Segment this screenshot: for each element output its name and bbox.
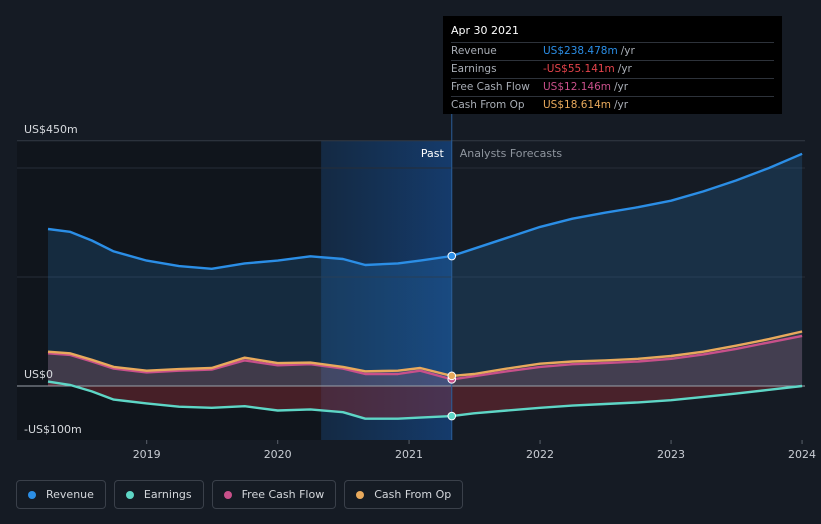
x-tick-label: 2024 [788, 448, 816, 461]
tooltip-label: Cash From Op [451, 99, 525, 111]
legend-item-cash-from-op[interactable]: Cash From Op [344, 480, 464, 509]
data-tooltip: Apr 30 2021 Revenue US$238.478m /yr Earn… [443, 16, 782, 114]
y-tick-label: -US$100m [24, 423, 82, 436]
past-label: Past [421, 147, 445, 160]
legend-dot-icon [223, 490, 232, 499]
tooltip-row-earnings: Earnings -US$55.141m /yr [451, 60, 774, 78]
tooltip-label: Free Cash Flow [451, 81, 530, 93]
earnings-point [447, 411, 457, 421]
legend-dot-icon [28, 490, 36, 499]
tooltip-row-revenue: Revenue US$238.478m /yr [451, 42, 774, 60]
x-tick-label: 2019 [133, 448, 161, 461]
cash-from-op-line [47, 330, 803, 378]
legend-dot-icon [125, 490, 134, 499]
tooltip-value: US$18.614m [543, 99, 611, 111]
chart-canvas: US$450m US$0 -US$100m 2019 2020 2021 2022 2023 2… [17, 95, 816, 461]
tooltip-row-free-cash-flow: Free Cash Flow US$12.146m /yr [451, 78, 774, 96]
legend-item-free-cash-flow[interactable]: Free Cash Flow [211, 480, 337, 509]
chart-legend: Revenue Earnings Free Cash Flow Cash Fro… [16, 480, 464, 509]
tooltip-value: US$238.478m [543, 45, 618, 57]
legend-label: Free Cash Flow [241, 488, 325, 501]
y-tick-label: US$450m [24, 123, 78, 136]
tooltip-unit: /yr [617, 63, 632, 75]
legend-label: Earnings [143, 488, 192, 501]
tooltip-row-cash-from-op: Cash From Op US$18.614m /yr [451, 96, 774, 114]
tooltip-value: -US$55.141m [543, 63, 615, 75]
tooltip-unit: /yr [614, 81, 629, 93]
tooltip-label: Revenue [451, 45, 497, 57]
cash-from-op-point [447, 371, 457, 381]
forecast-label: Analysts Forecasts [460, 147, 563, 160]
revenue-line [47, 152, 803, 270]
past-highlight-region [321, 141, 452, 440]
legend-dot-icon [356, 490, 365, 499]
x-tick-label: 2021 [395, 448, 423, 461]
legend-item-earnings[interactable]: Earnings [113, 480, 204, 509]
earnings-area [48, 381, 803, 419]
legend-label: Cash From Op [374, 488, 452, 501]
x-tick-label: 2020 [264, 448, 292, 461]
free-cash-flow-line [47, 334, 803, 381]
revenue-point [447, 251, 457, 261]
tooltip-unit: /yr [620, 45, 635, 57]
tooltip-unit: /yr [614, 99, 629, 111]
x-tick-label: 2022 [526, 448, 554, 461]
legend-label: Revenue [46, 488, 94, 501]
tooltip-label: Earnings [451, 63, 497, 75]
x-tick-label: 2023 [657, 448, 685, 461]
y-tick-label: US$0 [24, 368, 53, 381]
tooltip-date: Apr 30 2021 [451, 24, 520, 37]
cash-from-op-area [48, 331, 803, 386]
free-cash-flow-area [48, 335, 803, 386]
earnings-line [47, 380, 803, 420]
tooltip-value: US$12.146m [543, 81, 611, 93]
legend-item-revenue[interactable]: Revenue [16, 480, 106, 509]
